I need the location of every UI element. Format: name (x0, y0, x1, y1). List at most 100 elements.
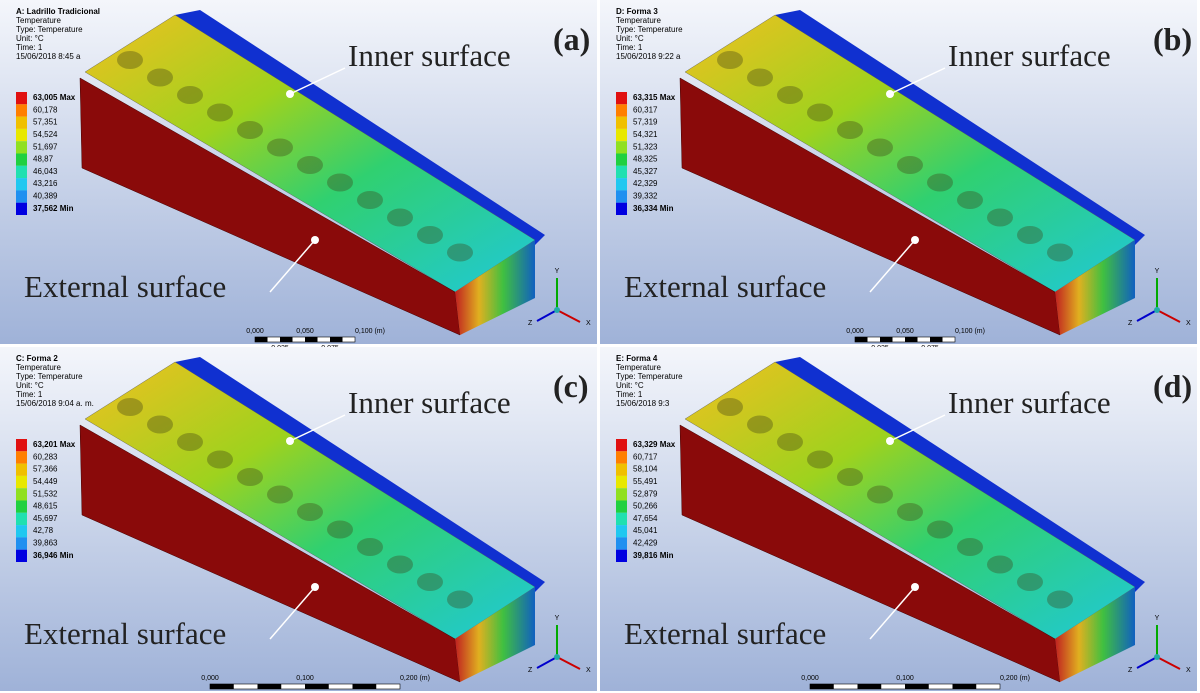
legend-label: 60,717 (633, 452, 658, 461)
scale-label: 0,050 (896, 328, 914, 335)
brick-cavity (897, 156, 923, 174)
brick-cavity (147, 68, 173, 87)
brick-cavity (957, 191, 983, 209)
axis-label: Z (1128, 320, 1133, 327)
scale-bar-segment (305, 684, 329, 689)
scale-bar-segment (857, 684, 882, 689)
legend-swatch (616, 190, 627, 203)
brick-cavity (237, 121, 263, 139)
legend-swatch (616, 488, 627, 501)
brick-end-face (1055, 240, 1135, 335)
legend-swatch (16, 512, 27, 526)
legend-label: 45,327 (633, 167, 658, 176)
brick-cavity (807, 450, 833, 469)
axis-z (1136, 309, 1158, 322)
legend-swatch (616, 178, 627, 191)
legend-label: 48,87 (33, 155, 54, 164)
result-header: Time: 1 (616, 43, 643, 52)
leader-dot (311, 236, 319, 244)
annotation: Inner surface (948, 38, 1111, 73)
legend-swatch (616, 128, 627, 142)
legend-swatch (616, 549, 627, 562)
result-header: Unit: °C (616, 34, 644, 43)
legend-label: 47,654 (633, 514, 658, 523)
annotation: External surface (624, 269, 826, 304)
scale-bar-segment (905, 684, 929, 689)
legend-label: 60,283 (33, 452, 58, 461)
legend-swatch (616, 92, 627, 105)
legend-swatch (616, 165, 627, 179)
leader-line (869, 586, 916, 640)
result-header: Temperature (616, 16, 661, 25)
brick-cavity (237, 468, 263, 486)
result-header: Time: 1 (16, 390, 43, 399)
leader-dot (911, 236, 919, 244)
brick-cavity (777, 433, 803, 451)
leader-dot (886, 437, 894, 445)
legend-swatch (16, 116, 27, 129)
result-header: Temperature (16, 16, 61, 25)
brick-cavity (297, 156, 323, 174)
axis-origin (554, 307, 560, 313)
leader-line (269, 586, 316, 640)
legend-swatch (16, 537, 27, 550)
brick-cavity (387, 208, 413, 227)
brick-back-face (175, 10, 545, 245)
brick-cavity (327, 173, 353, 192)
result-header: Type: Temperature (616, 25, 683, 34)
axis-x (1156, 656, 1181, 670)
brick-cavity (807, 103, 833, 122)
legend-label: 37,562 Min (33, 204, 74, 213)
legend-label: 48,615 (33, 502, 58, 511)
legend-swatch (16, 153, 27, 166)
legend-label: 42,429 (633, 539, 658, 548)
legend-label: 63,005 Max (33, 93, 76, 102)
panel-label: (b) (1153, 21, 1192, 57)
scale-bar-segment (330, 337, 343, 342)
leader-line (889, 67, 946, 95)
annotation: Inner surface (348, 38, 511, 73)
legend-swatch (16, 190, 27, 203)
legend-swatch (16, 488, 27, 501)
brick-cavity (717, 51, 743, 69)
scale-bar-segment (305, 337, 318, 342)
legend-swatch (16, 104, 27, 117)
result-header: 15/06/2018 8:45 a (16, 52, 81, 61)
result-header: Type: Temperature (616, 372, 683, 381)
leader-line (869, 239, 916, 293)
brick-cavity (987, 208, 1013, 227)
scale-label: 0,100 (m) (355, 328, 385, 335)
legend-swatch (16, 92, 27, 105)
result-header: Time: 1 (616, 390, 643, 399)
result-header: Type: Temperature (16, 372, 83, 381)
scale-bar-segment (905, 337, 918, 342)
axis-label: X (586, 667, 591, 674)
leader-line (289, 414, 346, 442)
legend-swatch (16, 178, 27, 191)
result-header: 15/06/2018 9:3 (616, 399, 670, 408)
axis-origin (1154, 654, 1160, 660)
legend-label: 42,329 (633, 179, 658, 188)
scale-bar-segment (255, 337, 268, 342)
legend-label: 57,319 (633, 118, 658, 127)
legend-swatch (616, 141, 627, 154)
scale-label: 0,100 (296, 675, 314, 682)
brick-cavity (747, 68, 773, 87)
leader-dot (311, 583, 319, 591)
scale-label: 0,200 (m) (400, 675, 430, 682)
result-header: Type: Temperature (16, 25, 83, 34)
brick-back-face (175, 357, 545, 592)
axis-origin (554, 654, 560, 660)
legend-label: 63,201 Max (33, 440, 76, 449)
legend-swatch (616, 153, 627, 166)
leader-dot (911, 583, 919, 591)
legend-swatch (616, 451, 627, 464)
brick-cavity (417, 573, 443, 591)
axis-z (1136, 656, 1158, 669)
legend-label: 60,178 (33, 105, 58, 114)
axis-label: Z (1128, 667, 1133, 674)
axis-label: X (1186, 320, 1191, 327)
legend-label: 52,879 (633, 489, 658, 498)
